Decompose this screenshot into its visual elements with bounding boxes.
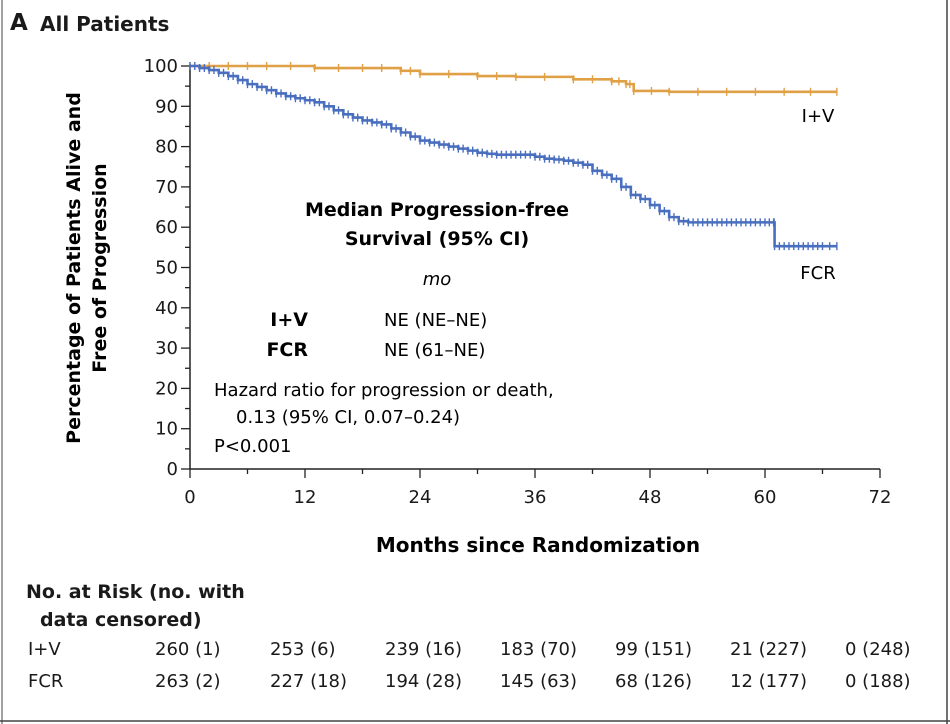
- series-label-fcr: FCR: [800, 263, 835, 284]
- risk-cell: 12 (177): [730, 671, 808, 692]
- risk-cell: 99 (151): [615, 639, 693, 660]
- risk-table-heading: No. at Risk (no. with data censored): [26, 578, 245, 634]
- x-tick-label: 72: [869, 487, 892, 508]
- hazard-ratio-line2: 0.13 (95% CI, 0.07–0.24): [236, 407, 460, 428]
- risk-row-label: I+V: [28, 639, 61, 660]
- x-tick-label: 48: [639, 487, 662, 508]
- risk-cell: 183 (70): [500, 639, 578, 660]
- y-tick-label: 70: [155, 177, 178, 198]
- risk-cell: 260 (1): [155, 639, 221, 660]
- x-tick-label: 60: [754, 487, 777, 508]
- annotation-unit: mo: [423, 269, 452, 290]
- x-tick-label: 0: [184, 487, 195, 508]
- y-tick-label: 80: [155, 137, 178, 158]
- panel-letter: A: [10, 10, 28, 36]
- annotation-row-fcr-label: FCR: [266, 339, 308, 361]
- risk-cell: 68 (126): [615, 671, 693, 692]
- annotation-row-fcr-value: NE (61–NE): [384, 340, 485, 361]
- x-tick-label: 24: [409, 487, 432, 508]
- series-lines: [189, 62, 838, 251]
- risk-cell: 0 (188): [845, 671, 911, 692]
- risk-cell: 227 (18): [270, 671, 348, 692]
- y-tick-label: 60: [155, 217, 178, 238]
- y-axis-label: Percentage of Patients Alive and Free of…: [63, 92, 111, 444]
- annotation-row-iv-label: I+V: [270, 309, 308, 331]
- annotation-heading-line2: Survival (95% CI): [345, 228, 529, 250]
- series-line-iv-censor-marks: [189, 62, 838, 96]
- x-tick-label: 12: [294, 487, 317, 508]
- annotation-heading-line1: Median Progression-free: [305, 199, 569, 221]
- risk-cell: 194 (28): [385, 671, 463, 692]
- p-value: P<0.001: [214, 436, 291, 457]
- risk-cell: 21 (227): [730, 639, 808, 660]
- y-tick-label: 10: [155, 419, 178, 440]
- y-tick-label: 100: [144, 56, 178, 77]
- risk-cell: 239 (16): [385, 639, 463, 660]
- x-axis-label: Months since Randomization: [376, 533, 700, 557]
- x-tick-label: 36: [524, 487, 547, 508]
- series-line-fcr-censor-marks: [189, 62, 838, 251]
- panel-title: All Patients: [40, 12, 170, 36]
- risk-cell: 253 (6): [270, 639, 336, 660]
- hazard-ratio-line1: Hazard ratio for progression or death,: [214, 380, 554, 401]
- y-tick-label: 50: [155, 258, 178, 279]
- series-line-iv: [190, 64, 837, 94]
- risk-table-heading-line1: No. at Risk (no. with: [26, 581, 245, 603]
- risk-table-heading-line2: data censored): [40, 609, 202, 631]
- y-axis-label-line2: Free of Progression: [89, 163, 111, 372]
- axes: 0 10 20 30 40 50 60 70 80 90 100 0 12 24 36 48 60 72: [144, 56, 892, 508]
- y-tick-label: 90: [155, 96, 178, 117]
- risk-cell: 263 (2): [155, 671, 221, 692]
- y-axis-label-line1: Percentage of Patients Alive and: [63, 92, 85, 444]
- y-tick-label: 0: [167, 459, 178, 480]
- series-label-iv: I+V: [802, 106, 835, 127]
- risk-row-label: FCR: [28, 671, 64, 692]
- y-tick-label: 40: [155, 298, 178, 319]
- y-tick-label: 30: [155, 338, 178, 359]
- risk-cell: 145 (63): [500, 671, 578, 692]
- annotation-row-iv-value: NE (NE–NE): [384, 310, 487, 331]
- risk-cell: 0 (248): [845, 639, 911, 660]
- y-tick-label: 20: [155, 378, 178, 399]
